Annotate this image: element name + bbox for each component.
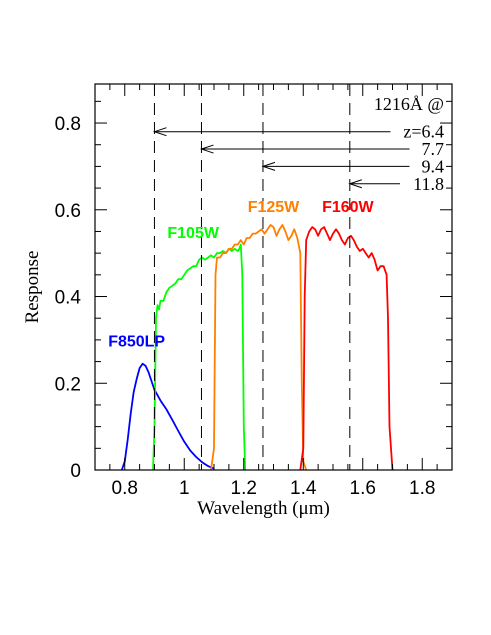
series-f160w-line (299, 226, 394, 471)
redshift-arrow-head (261, 161, 276, 171)
series-f850lp-line (120, 362, 215, 471)
redshift-label: 9.4 (422, 156, 445, 176)
series-f105w-line (152, 243, 247, 471)
redshift-label: z=6.4 (403, 122, 444, 142)
chart-labels: 0.8 1 1.2 1.4 1.6 1.8 0 0.2 0.4 0.6 0.8 F850LP F105W… (55, 114, 444, 499)
annotation-header: 1216Å @ (374, 94, 444, 114)
lyman-alpha-lines (153, 84, 351, 470)
axis-ticks (94, 84, 453, 471)
series-f125w-line (210, 224, 308, 471)
x-axis-title: Wavelength (μm) (197, 498, 330, 519)
x-tick-label: 1.6 (350, 478, 376, 499)
series-label-f160w: F160W (322, 199, 374, 216)
axes-frame (94, 83, 453, 471)
y-tick-label: 0.2 (55, 374, 81, 395)
redshift-label: 7.7 (422, 139, 445, 159)
y-tick-label: 0.4 (55, 288, 82, 309)
x-tick-label: 1.4 (290, 478, 317, 499)
x-tick-label: 1.2 (231, 478, 257, 499)
y-tick-label: 0.6 (55, 201, 81, 222)
redshift-arrow-head (152, 127, 167, 137)
series-label-f105w: F105W (167, 225, 219, 242)
x-tick-label: 1.8 (409, 478, 435, 499)
x-tick-label: 1 (179, 478, 190, 499)
redshift-arrow-head (199, 144, 214, 154)
plot-frame (94, 83, 453, 471)
y-axis-title: Response (22, 251, 43, 324)
redshift-label: 11.8 (413, 174, 444, 194)
series-label-f850lp: F850LP (108, 333, 165, 350)
x-tick-label: 0.8 (112, 478, 138, 499)
series-label-f125w: F125W (248, 199, 300, 216)
redshift-arrows (152, 127, 410, 189)
y-tick-label: 0.8 (55, 114, 81, 135)
filter-curves (120, 224, 394, 471)
redshift-arrow-head (348, 179, 362, 189)
y-tick-label: 0 (70, 461, 81, 482)
